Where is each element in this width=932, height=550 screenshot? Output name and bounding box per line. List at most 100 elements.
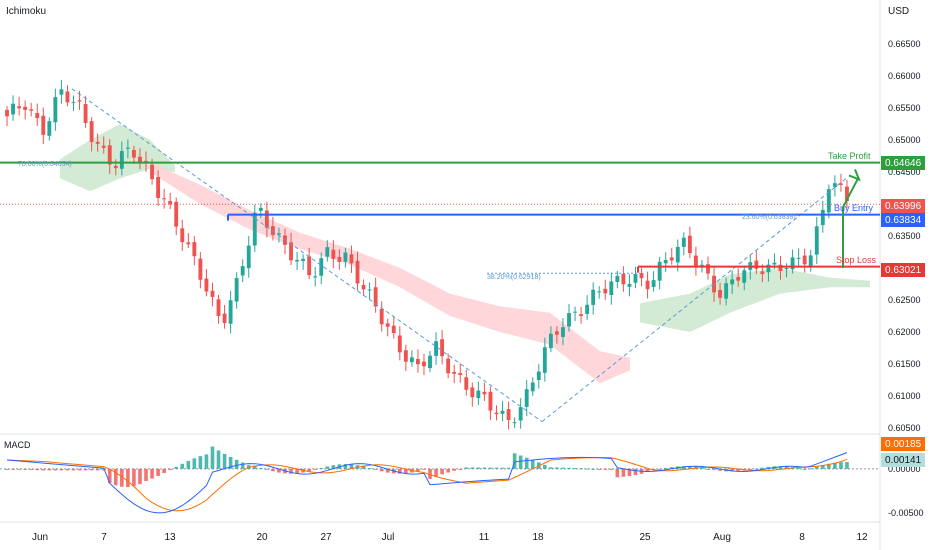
candle-body — [440, 339, 445, 357]
candle-body — [234, 278, 239, 302]
candle-body — [506, 409, 511, 421]
macd-hist-bar — [700, 467, 704, 469]
candle-body — [355, 260, 360, 284]
macd-hist-bar — [295, 468, 299, 474]
candle-body — [639, 273, 644, 279]
candle-body — [548, 333, 553, 349]
candle-body — [567, 313, 571, 327]
candle-body — [289, 242, 293, 261]
macd-hist-bar — [488, 467, 493, 469]
macd-hist-bar — [319, 468, 324, 470]
macd-hist-bar — [138, 468, 142, 485]
macd-hist-bar — [107, 468, 112, 483]
candle-body — [379, 308, 384, 325]
candle-body — [518, 407, 523, 421]
macd-hist-bar — [373, 468, 378, 470]
price-tag-take-profit: 0.64646 — [881, 156, 925, 170]
x-tick-label: Aug — [713, 532, 731, 543]
x-tick-label: 7 — [101, 532, 107, 543]
macd-hist-bar — [101, 468, 106, 471]
x-tick-label: 13 — [164, 532, 176, 543]
macd-hist-bar — [609, 468, 614, 470]
arrow-head — [848, 169, 861, 182]
candle-body — [11, 103, 15, 115]
candle-body — [796, 257, 801, 259]
time-axis: Jun 7 13 20 27 Jul 11 18 25 Aug 8 12 — [32, 532, 868, 543]
candle-body — [434, 341, 438, 356]
candle-body — [240, 266, 245, 276]
macd-hist-bar — [210, 446, 215, 469]
macd-hist-bar — [808, 468, 813, 470]
macd-hist-bar — [482, 467, 487, 469]
macd-hist-bar — [591, 468, 595, 470]
macd-label: MACD — [4, 440, 31, 450]
macd-hist-bar — [627, 468, 632, 477]
x-tick-label: Jun — [32, 532, 48, 543]
candle-body — [95, 141, 100, 144]
candle-body — [313, 276, 318, 278]
candle-body — [627, 283, 632, 287]
macd-hist-bar — [174, 466, 179, 469]
macd-hist-bar — [458, 468, 463, 470]
candle-body — [706, 264, 710, 274]
candle-body — [222, 313, 227, 324]
macd-hist-bar — [379, 468, 384, 472]
x-tick-label: 11 — [479, 532, 490, 543]
candle-body — [573, 311, 577, 313]
candle-body — [681, 237, 686, 247]
svg-text:0.64646: 0.64646 — [885, 158, 922, 169]
candle-body — [500, 410, 505, 414]
svg-text:0.00185: 0.00185 — [885, 439, 922, 450]
x-tick-label: 27 — [320, 532, 332, 543]
y-tick-label: 0.66500 — [888, 39, 921, 49]
macd-hist-bar — [168, 468, 172, 470]
macd-hist-bar — [718, 468, 722, 471]
candle-body — [204, 278, 209, 292]
candle-body — [264, 210, 269, 228]
candle-body — [814, 226, 819, 255]
macd-hist-bar — [222, 453, 227, 469]
macd-hist-bar — [814, 466, 819, 469]
macd-line — [6, 452, 848, 514]
macd-hist-bar — [23, 468, 27, 470]
candle-body — [101, 145, 106, 148]
macd-hist-bar — [549, 467, 553, 469]
macd-hist-bar — [512, 453, 517, 469]
candle-body — [186, 242, 191, 245]
macd-hist-bar — [252, 466, 257, 469]
macd-hist-bar — [573, 468, 577, 470]
macd-hist-bar — [29, 468, 34, 470]
candle-body — [585, 304, 590, 315]
fib-236-label: 23.60%(0.63838) — [742, 214, 796, 221]
macd-hist-bar — [126, 468, 130, 488]
candle-body — [174, 201, 179, 227]
macd-hist-bar — [820, 465, 825, 469]
macd-hist-bar — [706, 468, 710, 470]
macd-hist-bar — [784, 466, 789, 469]
candle-body — [125, 147, 130, 149]
macd-hist-bar — [307, 468, 311, 472]
macd-hist-bar — [77, 468, 82, 471]
macd-hist-bar — [325, 466, 330, 469]
macd-hist-bar — [555, 467, 559, 469]
candle-body — [790, 257, 795, 270]
candle-body — [331, 249, 336, 259]
macd-hist-bar — [289, 468, 293, 474]
y-tick-label: 0.61000 — [888, 391, 921, 401]
candle-body — [482, 391, 487, 395]
x-tick-label: Jul — [382, 532, 395, 543]
candle-body — [403, 350, 408, 362]
macd-hist-bar — [198, 456, 203, 469]
macd-hist-bar — [524, 457, 529, 469]
candle-body — [17, 106, 22, 109]
candle-body — [246, 245, 251, 269]
macd-hist-bar — [778, 466, 783, 469]
macd-hist-bar — [416, 468, 420, 472]
candle-body — [621, 273, 626, 285]
candle-body — [35, 113, 40, 119]
macd-hist-bar — [651, 468, 656, 471]
candle-body — [675, 246, 680, 263]
macd-hist-bar — [95, 468, 100, 471]
candle-body — [216, 299, 221, 316]
